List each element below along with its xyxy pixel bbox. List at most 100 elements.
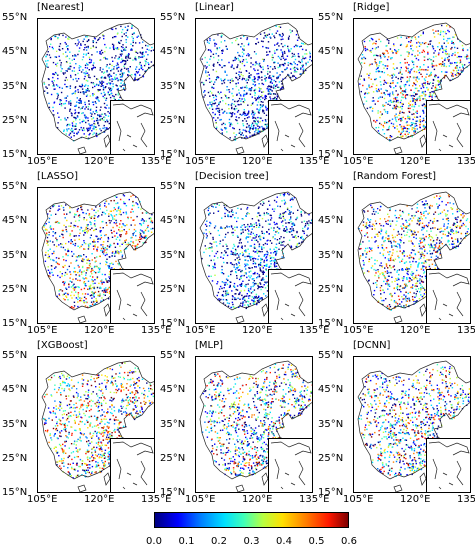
station-point xyxy=(410,286,412,289)
station-point xyxy=(295,245,297,248)
station-point xyxy=(140,236,143,238)
station-point xyxy=(424,207,426,209)
station-point xyxy=(211,86,213,89)
station-point xyxy=(293,45,296,48)
station-point xyxy=(256,63,258,65)
station-point xyxy=(81,107,83,109)
station-point xyxy=(56,62,59,64)
station-point xyxy=(223,110,226,113)
station-point xyxy=(219,101,221,103)
station-point xyxy=(250,57,252,59)
station-point xyxy=(286,55,289,57)
station-point xyxy=(45,223,47,225)
station-point xyxy=(73,125,75,128)
station-point xyxy=(389,75,391,77)
station-point xyxy=(66,86,69,88)
station-point xyxy=(226,74,228,76)
station-point xyxy=(104,76,106,78)
station-point xyxy=(393,97,395,100)
station-point xyxy=(403,90,405,92)
station-point xyxy=(262,68,264,71)
station-point xyxy=(101,117,103,120)
station-point xyxy=(247,288,250,290)
station-point xyxy=(254,247,256,249)
station-point xyxy=(96,51,98,53)
station-point xyxy=(380,40,382,43)
station-point xyxy=(263,265,266,267)
station-point xyxy=(254,273,256,275)
station-point xyxy=(87,258,90,260)
station-point xyxy=(69,234,71,237)
station-point xyxy=(242,124,245,127)
station-point xyxy=(396,116,398,118)
station-point xyxy=(74,220,77,222)
station-point xyxy=(420,294,422,296)
station-point xyxy=(134,77,136,79)
station-point xyxy=(391,254,393,256)
station-point xyxy=(438,239,441,242)
station-point xyxy=(62,229,64,232)
station-point xyxy=(126,59,129,61)
station-point xyxy=(382,247,384,250)
station-point xyxy=(383,67,385,69)
station-point xyxy=(426,46,429,48)
station-point xyxy=(267,89,270,91)
station-point xyxy=(290,211,292,213)
station-point xyxy=(258,265,260,267)
station-point xyxy=(266,107,269,110)
station-point xyxy=(288,219,291,221)
station-point xyxy=(51,80,53,83)
station-point xyxy=(53,80,55,82)
station-point xyxy=(107,265,109,267)
station-point xyxy=(104,254,107,257)
station-point xyxy=(425,42,427,44)
station-point xyxy=(95,211,97,214)
station-point xyxy=(117,89,119,91)
station-point xyxy=(458,55,460,58)
station-point xyxy=(469,47,470,49)
station-point xyxy=(267,213,270,215)
station-point xyxy=(411,287,414,289)
station-point xyxy=(112,209,115,212)
station-point xyxy=(241,87,243,89)
station-point xyxy=(261,248,263,250)
station-point xyxy=(307,227,309,229)
station-point xyxy=(408,111,411,113)
station-point xyxy=(247,241,249,243)
station-point xyxy=(221,79,223,82)
station-point xyxy=(139,74,141,76)
station-point xyxy=(95,97,97,99)
station-point xyxy=(86,225,89,227)
station-point xyxy=(51,253,53,255)
station-point xyxy=(100,85,102,87)
station-point xyxy=(396,128,399,130)
station-point xyxy=(75,291,77,293)
station-point xyxy=(406,124,408,126)
station-point xyxy=(209,39,211,42)
station-point xyxy=(437,228,439,230)
station-point xyxy=(251,228,253,230)
latitude-label: 25°N xyxy=(2,114,28,126)
station-point xyxy=(392,76,394,78)
station-point xyxy=(397,49,400,51)
station-point xyxy=(235,119,237,121)
station-point xyxy=(365,233,367,235)
station-point xyxy=(384,109,386,111)
station-point xyxy=(74,214,76,216)
station-point xyxy=(230,115,233,118)
station-point xyxy=(150,231,153,233)
station-point xyxy=(46,242,48,244)
station-point xyxy=(95,128,98,131)
station-point xyxy=(47,59,49,62)
station-point xyxy=(61,233,63,235)
station-point xyxy=(421,68,423,71)
station-point xyxy=(244,295,246,298)
station-point xyxy=(123,33,125,35)
station-point xyxy=(429,93,431,96)
station-point xyxy=(230,226,233,228)
station-point xyxy=(123,229,125,231)
station-point xyxy=(272,236,274,238)
station-point xyxy=(420,279,423,281)
station-point xyxy=(209,242,211,245)
station-point xyxy=(263,127,265,130)
